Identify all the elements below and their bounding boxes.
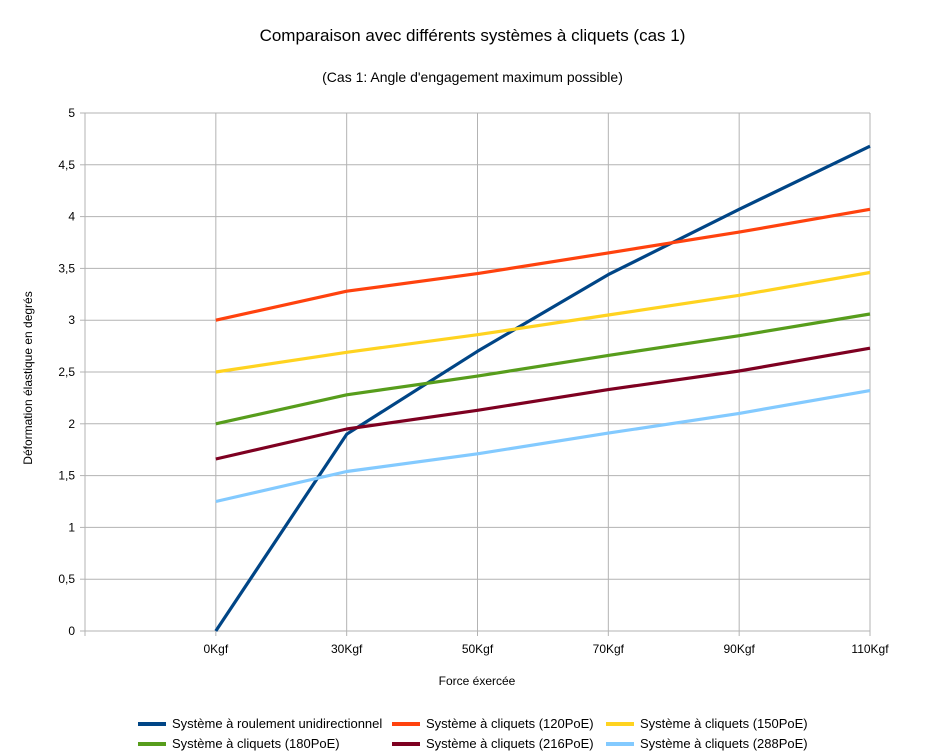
series-line-1: [214, 144, 871, 632]
series-lines: [214, 144, 871, 632]
legend-item: Système à cliquets (180PoE): [138, 736, 340, 751]
y-tick-label: 2,5: [58, 365, 75, 379]
legend-label: Système à cliquets (150PoE): [640, 716, 808, 731]
y-tick-label: 3: [68, 313, 75, 327]
y-tick-label: 4: [68, 210, 75, 224]
line-chart: 0 0,5 1 1,5 2 2,5 3 3,5 4 4,5 5 0Kgf 30Kgf 50Kgf 70Kg…: [21, 106, 889, 688]
chart-title: Comparaison avec différents systèmes à c…: [259, 26, 686, 45]
x-tick-label: 0Kgf: [203, 642, 228, 656]
y-tick-label: 4,5: [58, 158, 75, 172]
legend-swatch: [606, 741, 634, 746]
legend-item: Système à cliquets (120PoE): [392, 716, 594, 731]
y-tick-label: 1: [68, 520, 75, 534]
chart-subtitle: (Cas 1: Angle d'engagement maximum possi…: [322, 69, 623, 85]
x-tick-label: 50Kgf: [462, 642, 494, 656]
legend-swatch: [138, 721, 166, 726]
y-axis-ticks: 0 0,5 1 1,5 2 2,5 3 3,5 4 4,5 5: [58, 106, 75, 638]
series-line-5: [215, 346, 871, 461]
legend-label: Système à cliquets (180PoE): [172, 736, 340, 751]
legend-item: Système à cliquets (150PoE): [606, 716, 808, 731]
legend-label: Système à cliquets (288PoE): [640, 736, 808, 751]
legend-label: Système à roulement unidirectionnel: [172, 716, 383, 731]
y-tick-label: 1,5: [58, 469, 75, 483]
legend-swatch: [392, 741, 420, 746]
x-axis-label: Force éxercée: [439, 674, 516, 688]
x-tick-label: 70Kgf: [593, 642, 625, 656]
y-tick-label: 3,5: [58, 261, 75, 275]
legend-label: Système à cliquets (216PoE): [426, 736, 594, 751]
legend-item: Système à cliquets (216PoE): [392, 736, 594, 751]
chart-grid: [80, 112, 871, 636]
legend-swatch: [606, 721, 634, 726]
x-tick-label: 90Kgf: [723, 642, 755, 656]
x-tick-label: 30Kgf: [331, 642, 363, 656]
legend-label: Système à cliquets (120PoE): [426, 716, 594, 731]
y-axis-label: Déformation élastique en degrés: [21, 291, 35, 464]
y-tick-label: 0: [68, 624, 75, 638]
legend-swatch: [392, 721, 420, 726]
legend-item: Système à roulement unidirectionnel: [138, 716, 382, 731]
x-axis-ticks: 0Kgf 30Kgf 50Kgf 70Kgf 90Kgf 110Kgf: [203, 642, 889, 656]
series-line-2: [215, 207, 871, 322]
series-line-3: [215, 270, 871, 374]
y-tick-label: 0,5: [58, 572, 75, 586]
legend-item: Système à cliquets (288PoE): [606, 736, 808, 751]
y-tick-label: 2: [68, 417, 75, 431]
series-line-6: [215, 389, 871, 504]
x-tick-label: 110Kgf: [851, 642, 889, 656]
y-tick-label: 5: [68, 106, 75, 120]
series-line-4: [215, 312, 871, 426]
legend-swatch: [138, 741, 166, 746]
